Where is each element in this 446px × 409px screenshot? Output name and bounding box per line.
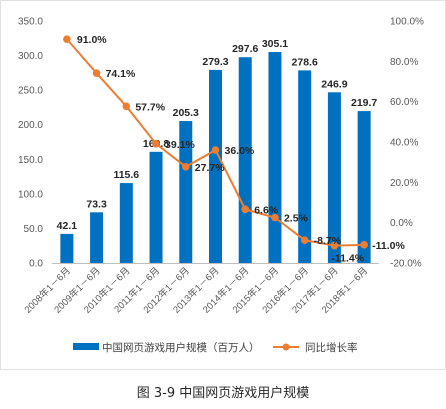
left-axis-tick-label: 350.0: [18, 17, 43, 28]
bar-value-label: 219.7: [351, 97, 377, 109]
growth-rate-label: 91.0%: [77, 34, 107, 46]
left-axis-tick-label: 0.0: [29, 259, 43, 270]
growth-rate-label: 57.7%: [135, 101, 165, 113]
growth-rate-label: 6.6%: [254, 204, 279, 216]
bar: [60, 233, 74, 263]
right-axis-tick-label: -20.0%: [390, 259, 422, 270]
growth-rate-point: [63, 35, 71, 43]
growth-rate-point: [300, 236, 309, 245]
chart-canvas: 0.0 50.0 100.0 150.0 200.0 250.0 300.0 350.0 -2…: [18, 17, 424, 355]
left-axis-tick-label: 100.0: [18, 189, 43, 200]
left-axis: 0.0 50.0 100.0 150.0 200.0 250.0 300.0 350.0: [18, 17, 43, 270]
right-axis-tick-label: 80.0%: [390, 57, 418, 68]
right-axis-tick-label: 40.0%: [390, 138, 418, 149]
bar: [357, 111, 371, 263]
growth-rate-series: 91.0% 74.1% 57.7% 39.1%27.7%36.0% 6.6% 2.5% -8…: [63, 34, 405, 265]
growth-rate-point: [271, 213, 279, 222]
category-axis: 2008年1－6月2009年1－6月2010年1－6月2011年1－6月2012…: [22, 263, 379, 316]
bar: [327, 92, 341, 263]
left-axis-tick-label: 200.0: [18, 120, 43, 131]
growth-rate-point: [181, 163, 190, 171]
left-axis-tick-label: 250.0: [18, 86, 43, 97]
bar-value-label: 42.1: [57, 220, 78, 232]
bar-value-label: 73.3: [86, 198, 107, 210]
growth-rate-label: -11.0%: [372, 240, 405, 252]
bar-value-label: 305.1: [262, 38, 288, 50]
bar-value-label: 246.9: [321, 78, 347, 90]
growth-rate-point: [330, 241, 339, 250]
bar: [119, 183, 133, 263]
growth-rate-point: [241, 205, 250, 214]
legend: 中国网页游戏用户规模（百万人） 同比增长率: [73, 341, 358, 354]
growth-rate-point: [360, 241, 368, 249]
bar: [268, 52, 282, 264]
left-axis-tick-label: 300.0: [18, 51, 43, 62]
left-axis-tick-label: 50.0: [24, 224, 44, 235]
bar: [179, 121, 193, 263]
growth-rate-label: 74.1%: [106, 68, 136, 80]
right-axis-tick-label: 100.0%: [390, 17, 424, 28]
growth-rate-label: 27.7%: [195, 162, 225, 174]
growth-rate-label: -8.7%: [314, 235, 342, 247]
bar-value-label: 115.6: [113, 169, 139, 181]
legend-line-marker: [282, 343, 290, 351]
growth-rate-label: 39.1%: [165, 139, 195, 151]
legend-line-label: 同比增长率: [305, 341, 358, 354]
growth-rate-point: [211, 146, 220, 154]
growth-rate-point: [152, 140, 160, 148]
bar: [209, 69, 222, 263]
growth-rate-label: 36.0%: [225, 145, 255, 157]
right-axis: -20.0% 0.0% 20.0% 40.0% 60.0% 80.0% 100.0%: [390, 17, 424, 270]
right-axis-tick-label: 20.0%: [390, 178, 418, 189]
bar: [298, 70, 312, 263]
bar-value-label: 279.3: [202, 56, 228, 68]
growth-rate-label: -11.4%: [331, 253, 364, 265]
figure-caption: 图 3-9 中国网页游戏用户规模: [136, 386, 310, 401]
bar: [90, 212, 104, 263]
bar-value-label: 297.6: [232, 43, 258, 55]
growth-rate-point: [122, 102, 131, 111]
right-axis-tick-label: 0.0%: [390, 218, 413, 229]
bar-value-label: 205.3: [173, 107, 199, 119]
chart-frame: 0.0 50.0 100.0 150.0 200.0 250.0 300.0 350.0 -2…: [0, 0, 446, 370]
growth-rate-point: [92, 69, 101, 78]
right-axis-tick-label: 60.0%: [390, 97, 418, 108]
bar: [238, 57, 252, 263]
growth-rate-label: 2.5%: [284, 213, 309, 225]
left-axis-tick-label: 150.0: [18, 155, 43, 166]
legend-bar-label: 中国网页游戏用户规模（百万人）: [102, 341, 260, 354]
bar-series: 42.173.3115.6160.8205.3279.3297.6305.127…: [57, 38, 377, 264]
bar: [149, 151, 163, 263]
bar-value-label: 278.6: [292, 56, 318, 68]
legend-bar-swatch: [73, 343, 99, 350]
